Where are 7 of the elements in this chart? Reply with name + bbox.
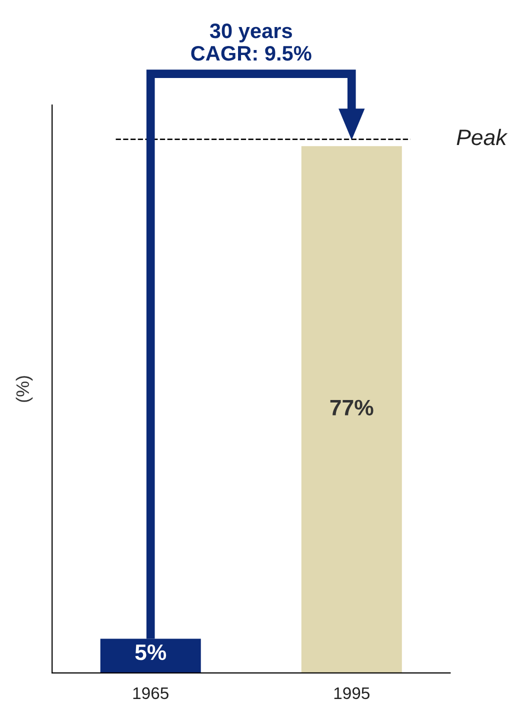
- x-tick-label: 1995: [334, 687, 370, 700]
- data-label: 77%: [330, 400, 374, 416]
- x-tick-label: 1965: [133, 687, 168, 700]
- data-label: 5%: [135, 644, 166, 660]
- y-axis-title: (%): [16, 376, 33, 402]
- text: 30 years CAGR: 9.5%: [191, 24, 312, 61]
- ref-line-label: Peak: [456, 128, 508, 146]
